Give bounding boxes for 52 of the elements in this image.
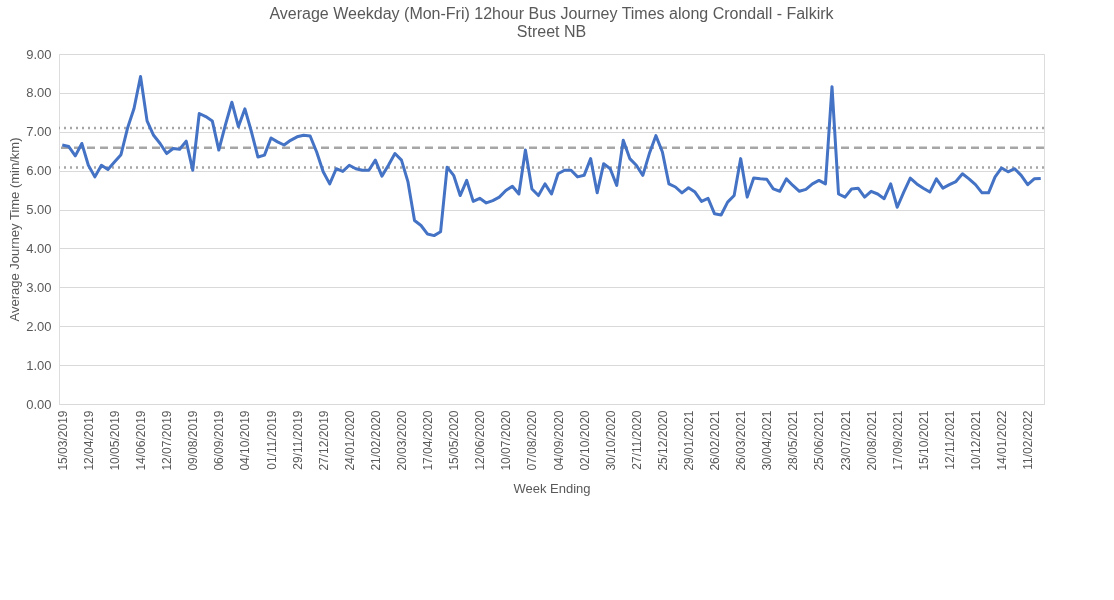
x-tick-label: 10/05/2019	[107, 410, 122, 471]
x-tick-label: 10/12/2021	[969, 410, 984, 471]
x-tick-label: 02/10/2020	[577, 410, 592, 471]
x-tick-label: 01/11/2019	[264, 410, 279, 470]
y-tick-label: 8.00	[26, 85, 52, 101]
x-tick-label: 30/04/2021	[760, 410, 775, 471]
x-tick-label: 12/06/2020	[473, 410, 488, 471]
x-tick-label: 29/11/2019	[290, 410, 305, 470]
x-tick-label: 23/07/2021	[838, 410, 853, 471]
x-tick-label: 14/01/2022	[995, 410, 1010, 471]
x-axis-title: Week Ending	[513, 480, 591, 496]
y-tick-label: 6.00	[26, 163, 52, 179]
y-tick-label: 0.00	[26, 396, 52, 412]
y-tick-label: 2.00	[26, 318, 52, 334]
x-tick-label: 24/01/2020	[342, 410, 357, 471]
y-tick-label: 3.00	[26, 279, 52, 295]
x-tick-label: 06/09/2019	[212, 410, 227, 471]
x-tick-label: 09/08/2019	[186, 410, 201, 471]
y-tick-label: 7.00	[26, 124, 52, 140]
x-tick-label: 10/07/2020	[499, 410, 514, 471]
x-tick-label: 26/02/2021	[708, 410, 723, 471]
chart-title: Average Weekday (Mon-Fri) 12hour Bus Journey Times along Crondall - Falkirk Street NB	[269, 5, 835, 40]
y-tick-label: 9.00	[26, 46, 52, 62]
x-tick-label: 29/01/2021	[681, 410, 696, 471]
x-tick-label: 30/10/2020	[603, 410, 618, 471]
x-tick-label: 04/10/2019	[238, 410, 253, 471]
x-tick-label: 27/11/2020	[629, 410, 644, 470]
y-tick-label: 1.00	[26, 357, 52, 373]
x-tick-label: 17/09/2021	[890, 410, 905, 471]
x-tick-label: 20/08/2021	[864, 410, 879, 471]
y-tick-label: 5.00	[26, 202, 52, 218]
x-tick-label: 26/03/2021	[734, 410, 749, 471]
x-tick-label: 07/08/2020	[525, 410, 540, 471]
y-axis-title: Average Journey Time (min/km)	[7, 137, 23, 322]
y-tick-label: 4.00	[26, 240, 52, 256]
x-tick-label: 12/11/2021	[942, 410, 957, 470]
x-tick-label: 12/04/2019	[81, 410, 96, 471]
x-tick-label: 20/03/2020	[394, 410, 409, 471]
line-series	[60, 75, 1043, 238]
x-tick-label: 25/06/2021	[812, 410, 827, 471]
x-tick-label: 17/04/2020	[421, 410, 436, 471]
x-tick-label: 04/09/2020	[551, 410, 566, 471]
x-tick-label: 27/12/2019	[316, 410, 331, 471]
x-tick-label: 14/06/2019	[134, 410, 149, 471]
x-tick-label: 15/10/2021	[916, 410, 931, 471]
x-tick-label: 12/07/2019	[160, 410, 175, 471]
x-tick-label: 11/02/2022	[1021, 410, 1036, 470]
x-tick-label: 15/05/2020	[447, 410, 462, 471]
x-tick-label: 15/03/2019	[55, 410, 70, 471]
x-tick-label: 25/12/2020	[655, 410, 670, 471]
x-tick-label: 21/02/2020	[368, 410, 383, 471]
x-tick-label: 28/05/2021	[786, 410, 801, 471]
